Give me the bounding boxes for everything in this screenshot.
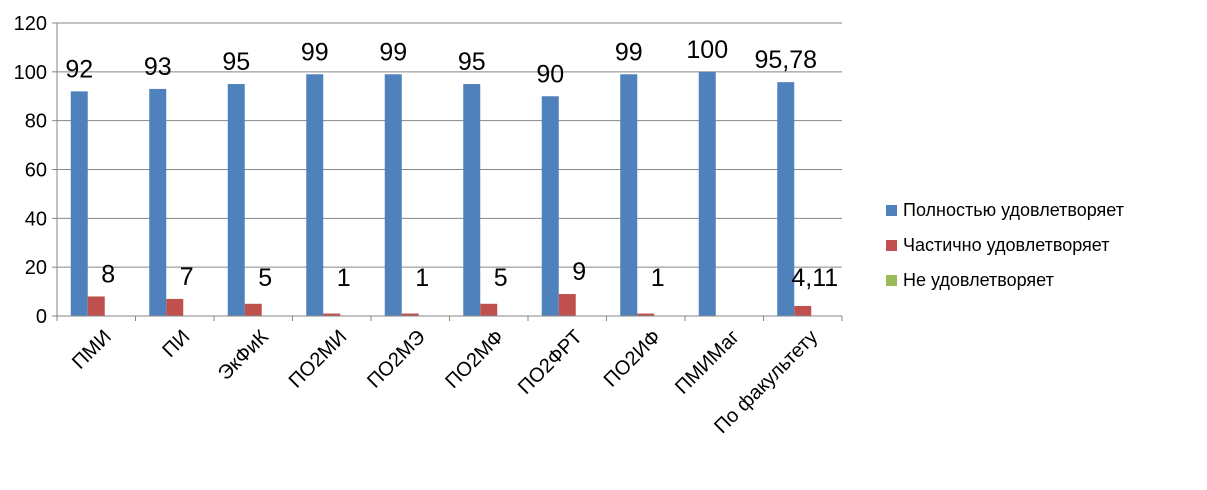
x-tick-label: ПМИ	[68, 326, 116, 374]
bar	[558, 294, 576, 316]
bar	[463, 84, 481, 317]
y-tick-label: 60	[25, 160, 47, 182]
bar	[306, 74, 324, 317]
bar	[227, 84, 245, 317]
legend: Полностью удовлетворяет Частично удовлет…	[886, 193, 1206, 298]
bar	[794, 305, 812, 316]
legend-item-partially-satisfies: Частично удовлетворяет	[886, 228, 1206, 263]
bar	[698, 71, 716, 316]
axes	[56, 23, 843, 321]
x-tick-label: ПО2МФ	[441, 326, 508, 393]
data-labels: 92 93 95 99 99 95 90 99 100 95,78 8 7 5 1 1 5 9 1 4,11	[65, 36, 838, 292]
y-tick-label: 0	[36, 306, 47, 328]
bar	[401, 313, 419, 316]
bar	[70, 91, 88, 316]
bar	[620, 74, 638, 317]
y-tick-label: 40	[25, 208, 47, 230]
data-label: 95,78	[754, 46, 817, 74]
data-label: 1	[415, 264, 429, 292]
x-tick-label: ПО2МИ	[285, 326, 352, 393]
x-tick-label: ЭкФиК	[214, 326, 273, 385]
legend-label: Частично удовлетворяет	[903, 235, 1110, 255]
x-tick-label: ПО2ИФ	[600, 326, 666, 392]
bar	[384, 74, 402, 317]
bar	[541, 96, 559, 316]
data-label: 90	[536, 60, 564, 88]
legend-swatch-green	[886, 275, 897, 286]
data-label: 93	[144, 53, 172, 81]
data-label: 92	[65, 55, 93, 83]
x-axis-labels: ПМИ ПИ ЭкФиК ПО2МИ ПО2МЭ ПО2МФ ПО2ФРТ ПО2ИФ ПМИМ…	[68, 326, 822, 438]
data-label: 95	[222, 48, 250, 76]
data-label: 5	[494, 264, 508, 292]
x-tick-label: ПО2ФРТ	[514, 326, 587, 399]
data-label: 8	[101, 260, 115, 288]
y-axis-ticks: 0 20 40 60 80 100 120	[14, 13, 57, 328]
legend-label: Полностью удовлетворяет	[903, 200, 1124, 220]
legend-item-fully-satisfies: Полностью удовлетворяет	[886, 193, 1206, 228]
y-tick-label: 20	[25, 257, 47, 279]
bars	[70, 71, 812, 317]
bar	[244, 303, 262, 316]
bar	[480, 303, 498, 316]
data-label: 7	[180, 263, 194, 291]
legend-swatch-blue	[886, 205, 897, 216]
bar	[637, 313, 655, 316]
data-label: 99	[615, 38, 643, 66]
x-tick-label: ПМИМаг	[671, 326, 744, 399]
data-label: 5	[258, 264, 272, 292]
x-tick-label: ПО2МЭ	[363, 326, 430, 393]
x-tick-label: ПИ	[158, 326, 194, 362]
legend-item-not-satisfies: Не удовлетворяет	[886, 263, 1206, 298]
legend-label: Не удовлетворяет	[903, 270, 1054, 290]
data-label: 1	[337, 264, 351, 292]
bar	[777, 82, 795, 316]
data-label: 99	[301, 38, 329, 66]
data-label: 95	[458, 48, 486, 76]
bar	[87, 296, 105, 316]
data-label: 4,11	[791, 264, 838, 292]
data-label: 100	[686, 36, 728, 64]
y-tick-label: 80	[25, 111, 47, 133]
y-tick-label: 120	[14, 13, 47, 35]
bar	[323, 313, 341, 316]
data-label: 9	[572, 258, 586, 286]
data-label: 99	[379, 38, 407, 66]
bar	[166, 298, 184, 316]
legend-swatch-red	[886, 240, 897, 251]
bar	[149, 88, 167, 316]
y-tick-label: 100	[14, 62, 47, 84]
data-label: 1	[651, 264, 665, 292]
